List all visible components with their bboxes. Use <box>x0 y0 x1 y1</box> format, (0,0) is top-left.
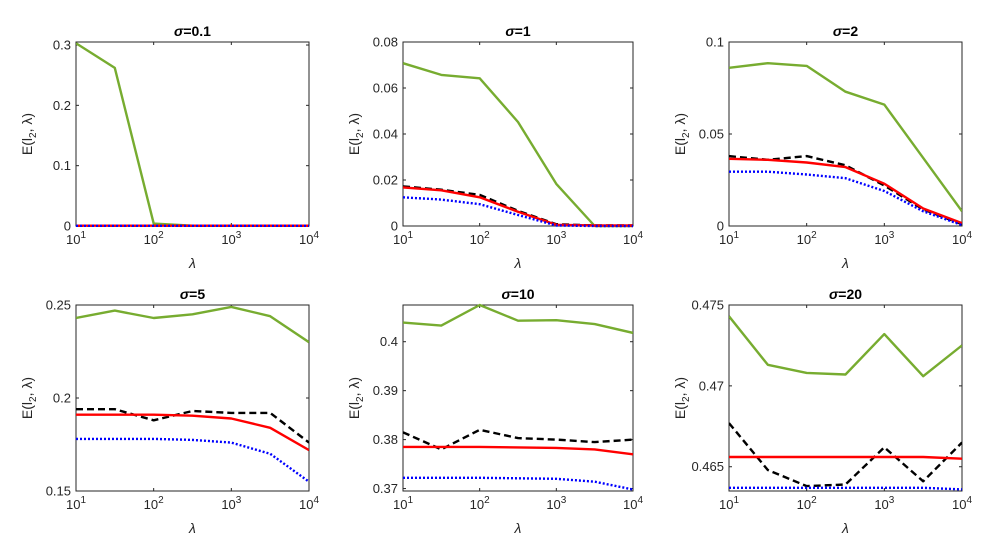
y-tick-label: 0 <box>391 219 398 234</box>
y-tick-label: 0.2 <box>53 391 71 406</box>
subplot-title: σ=20 <box>829 286 862 302</box>
subplot-title: σ=2 <box>833 23 858 39</box>
series-line-dashed-2 <box>403 428 633 451</box>
plot-area <box>75 41 310 227</box>
y-axis-label: E(l2, λ) <box>19 377 39 419</box>
x-tick-label: 103 <box>221 230 241 247</box>
x-tick-label: 104 <box>952 230 972 247</box>
y-axis-label: E(l2, λ) <box>19 113 39 155</box>
subplot-title: σ=0.1 <box>174 23 211 39</box>
y-tick-label: 0.37 <box>373 481 398 496</box>
x-tick-label: 103 <box>546 495 566 512</box>
series-line-dotted-4 <box>729 486 962 491</box>
plot-area <box>728 304 963 492</box>
plot-area <box>75 304 310 492</box>
series-line-solid-3 <box>76 413 309 452</box>
y-tick-label: 0.04 <box>373 127 398 142</box>
y-tick-label: 0.06 <box>373 81 398 96</box>
series-line-dashed-2 <box>729 422 962 488</box>
y-tick-label: 0.39 <box>373 383 398 398</box>
x-tick-label: 102 <box>797 495 817 512</box>
subplot-title: σ=5 <box>180 286 205 302</box>
x-tick-label: 103 <box>874 230 894 247</box>
x-tick-label: 102 <box>144 495 164 512</box>
plot-area <box>402 304 634 492</box>
subplot-1: 101 102 103 104 0 0.1 0.2 0.3 σ=0.1 λ E(l2, λ) <box>19 23 319 271</box>
series-line-dashed-2 <box>76 408 309 444</box>
y-tick-label: 0.2 <box>53 98 71 113</box>
x-axis-label: λ <box>514 255 522 271</box>
y-tick-label: 0.15 <box>46 484 71 499</box>
series-line-solid-3 <box>403 186 633 227</box>
x-tick-label: 101 <box>719 230 739 247</box>
subplot-6: 101 102 103 104 0.465 0.47 0.475 σ=20 λ E(l2, λ) <box>672 286 972 536</box>
y-axis-label: E(l2, λ) <box>346 113 366 155</box>
x-tick-label: 104 <box>623 230 643 247</box>
subplot-5: 101 102 103 104 0.37 0.38 0.39 0.4 σ=10 λ E(l2, λ) <box>346 286 643 536</box>
series-line-solid-3 <box>729 157 962 225</box>
y-axis-label: E(l2, λ) <box>346 377 366 419</box>
y-tick-label: 0.1 <box>706 35 724 50</box>
series-line-solid-1 <box>403 303 633 335</box>
y-axis-label: E(l2, λ) <box>672 113 692 155</box>
x-tick-label: 102 <box>797 230 817 247</box>
x-tick-label: 104 <box>299 495 319 512</box>
series-line-dotted-4 <box>729 170 962 227</box>
y-tick-label: 0.25 <box>46 298 71 313</box>
series-line-solid-1 <box>76 305 309 344</box>
y-tick-label: 0 <box>64 219 71 234</box>
series-line-solid-3 <box>403 445 633 456</box>
x-tick-label: 104 <box>299 230 319 247</box>
series-line-dotted-4 <box>403 196 633 228</box>
x-tick-label: 104 <box>623 495 643 512</box>
y-tick-label: 0.475 <box>691 298 724 313</box>
x-tick-label: 104 <box>952 495 972 512</box>
subplot-title: σ=10 <box>501 286 534 302</box>
y-tick-label: 0.05 <box>699 127 724 142</box>
subplot-3: 101 102 103 104 0 0.05 0.1 σ=2 λ E(l2, λ) <box>672 23 972 271</box>
x-tick-label: 103 <box>221 495 241 512</box>
y-tick-label: 0.47 <box>699 378 724 393</box>
series-line-solid-1 <box>729 62 962 213</box>
x-axis-label: λ <box>188 255 196 271</box>
x-tick-label: 101 <box>66 495 86 512</box>
x-tick-label: 101 <box>719 495 739 512</box>
x-tick-label: 101 <box>393 230 413 247</box>
x-tick-label: 103 <box>874 495 894 512</box>
series-line-dotted-4 <box>76 437 309 483</box>
x-axis-label: λ <box>514 520 522 536</box>
plot-area <box>728 41 963 227</box>
y-tick-label: 0 <box>717 219 724 234</box>
x-axis-label: λ <box>841 255 849 271</box>
plot-area <box>402 41 634 227</box>
x-axis-label: λ <box>841 520 849 536</box>
subplot-2: 101 102 103 104 0 0.02 0.04 0.06 0.08 σ=1 λ E(l2, λ… <box>346 23 643 271</box>
x-tick-label: 102 <box>470 230 490 247</box>
y-tick-label: 0.08 <box>373 35 398 50</box>
x-tick-label: 101 <box>66 230 86 247</box>
y-tick-label: 0.02 <box>373 173 398 188</box>
series-line-solid-3 <box>729 455 962 460</box>
x-tick-label: 102 <box>144 230 164 247</box>
y-tick-label: 0.3 <box>53 38 71 53</box>
subplot-title: σ=1 <box>505 23 530 39</box>
series-line-solid-1 <box>729 315 962 378</box>
x-tick-label: 102 <box>470 495 490 512</box>
x-tick-label: 101 <box>393 495 413 512</box>
y-tick-label: 0.1 <box>53 158 71 173</box>
subplot-4: 101 102 103 104 0.15 0.2 0.25 σ=5 λ E(l2, λ) <box>19 286 319 536</box>
y-axis-label: E(l2, λ) <box>672 377 692 419</box>
y-tick-label: 0.38 <box>373 432 398 447</box>
x-tick-label: 103 <box>546 230 566 247</box>
y-tick-label: 0.465 <box>691 459 724 474</box>
x-axis-label: λ <box>188 520 196 536</box>
y-tick-label: 0.4 <box>380 334 398 349</box>
